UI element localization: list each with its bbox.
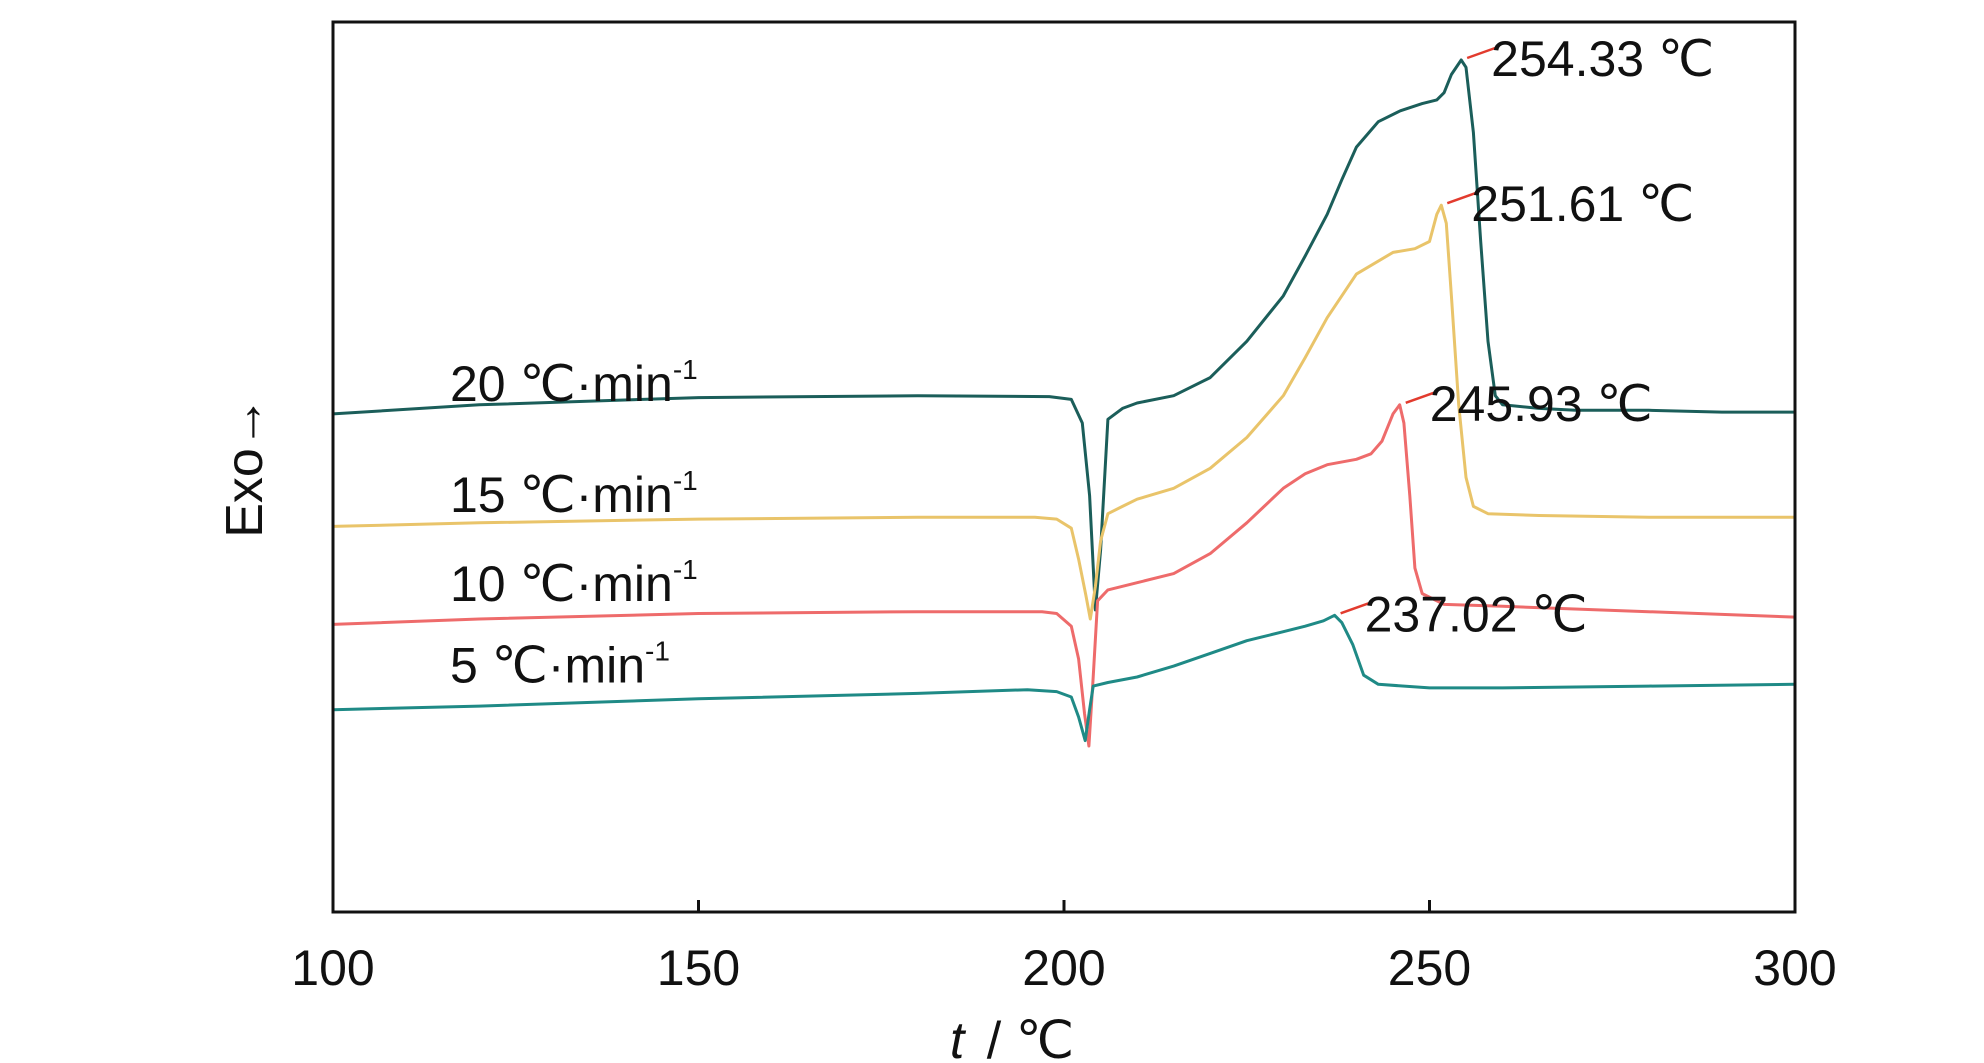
- series-label-2: 10 ℃·min-1: [450, 554, 698, 612]
- series-label-rate-1: 15 ℃·min: [450, 467, 673, 523]
- peak-leader-1: [1446, 192, 1476, 205]
- series-line-0: [331, 58, 1797, 612]
- peak-leader-3: [1340, 602, 1370, 615]
- series-label-exponent-1: -1: [673, 465, 698, 496]
- x-axis-title: t / ℃: [950, 1012, 1074, 1063]
- series-label-1: 15 ℃·min-1: [450, 465, 698, 523]
- series-label-rate-0: 20 ℃·min: [450, 356, 673, 412]
- series-label-exponent-0: -1: [673, 354, 698, 385]
- y-axis-title: Exo→: [216, 396, 274, 538]
- x-axis-ticks: 100 150 200 250 300: [291, 900, 1837, 996]
- peak-label-1: 251.61 ℃: [1471, 176, 1694, 232]
- series-label-rate-3: 5 ℃·min: [450, 637, 645, 693]
- x-axis-title-variable: t: [950, 1012, 967, 1063]
- series-line-1: [331, 203, 1797, 621]
- series-line-3: [331, 613, 1797, 743]
- series-label-exponent-3: -1: [645, 635, 670, 666]
- peak-label-0: 254.33 ℃: [1491, 31, 1714, 87]
- peak-label-2: 245.93 ℃: [1430, 376, 1653, 432]
- peak-leader-2: [1405, 391, 1435, 404]
- peak-label-3: 237.02 ℃: [1365, 586, 1588, 642]
- x-tick-label-2: 200: [1022, 940, 1105, 996]
- peak-leader-0: [1466, 46, 1496, 60]
- x-tick-label-0: 100: [291, 940, 374, 996]
- series-line-2: [331, 403, 1797, 748]
- x-tick-label-3: 250: [1388, 940, 1471, 996]
- series-label-exponent-2: -1: [673, 554, 698, 585]
- x-tick-label-1: 150: [657, 940, 740, 996]
- x-tick-label-4: 300: [1753, 940, 1836, 996]
- series-label-rate-2: 10 ℃·min: [450, 556, 673, 612]
- series-label-3: 5 ℃·min-1: [450, 635, 670, 693]
- series-layer: [331, 58, 1797, 748]
- x-axis-title-unit: / ℃: [987, 1012, 1074, 1063]
- series-label-0: 20 ℃·min-1: [450, 354, 698, 412]
